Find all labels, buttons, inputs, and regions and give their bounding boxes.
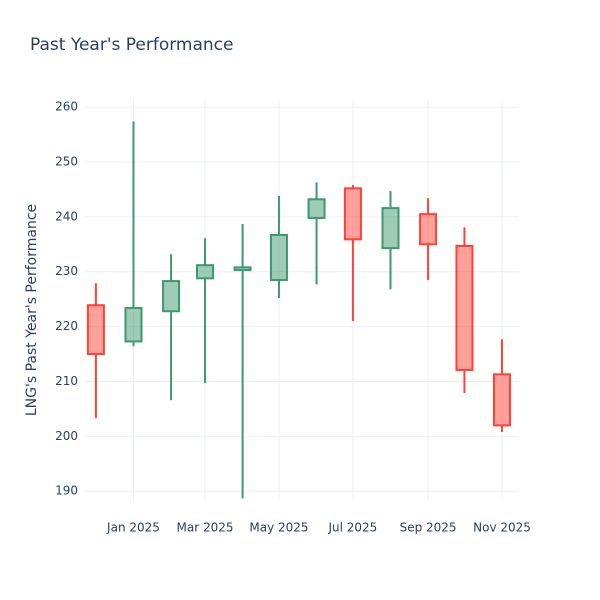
y-axis-label: LNG's Past Year's Performance <box>24 204 40 416</box>
y-tick-label: 230 <box>55 264 78 278</box>
candle-body <box>269 233 288 281</box>
candle-body <box>455 244 474 371</box>
candle-body <box>196 264 215 280</box>
candle-body <box>86 304 105 356</box>
x-tick-label: Jan 2025 <box>106 521 160 535</box>
x-tick-label: May 2025 <box>249 521 308 535</box>
candle-body <box>343 187 362 241</box>
candle-body <box>493 373 512 427</box>
candle-body <box>307 198 326 219</box>
candle-body <box>162 280 181 313</box>
y-tick-label: 200 <box>55 429 78 443</box>
candle-body <box>233 266 252 272</box>
y-tick-label: 250 <box>55 155 78 169</box>
x-tick-label: Mar 2025 <box>177 521 234 535</box>
candle-body <box>419 213 438 246</box>
y-tick-label: 260 <box>55 100 78 114</box>
candle-body <box>381 207 400 250</box>
y-tick-label: 240 <box>55 209 78 223</box>
candle-body <box>124 306 143 343</box>
y-tick-label: 190 <box>55 484 78 498</box>
y-tick-label: 210 <box>55 374 78 388</box>
x-tick-label: Nov 2025 <box>473 521 531 535</box>
y-tick-label: 220 <box>55 319 78 333</box>
x-tick-label: Jul 2025 <box>327 521 377 535</box>
chart-title: Past Year's Performance <box>30 35 234 55</box>
x-tick-label: Sep 2025 <box>400 521 457 535</box>
